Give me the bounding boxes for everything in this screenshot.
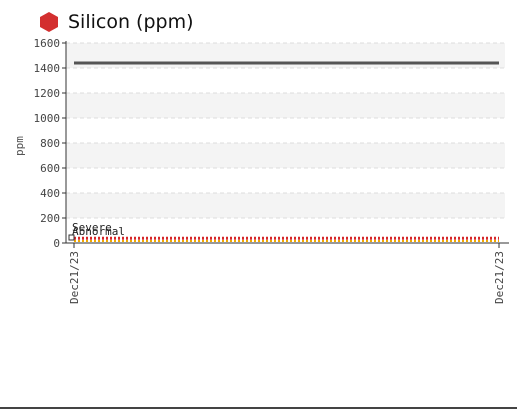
annotation-label: Abnormal	[72, 225, 125, 238]
y-tick-label: 1000	[34, 112, 61, 125]
y-tick-label: 1200	[34, 87, 61, 100]
grid-band	[66, 93, 505, 118]
x-tick-label: Dec21/23	[493, 251, 506, 304]
y-tick-label: 1600	[34, 37, 61, 50]
y-axis-label: ppm	[13, 136, 26, 156]
annotation-label: Severe	[72, 221, 112, 234]
data-marker	[68, 234, 75, 241]
y-tick-label: 800	[40, 137, 60, 150]
bottom-divider	[0, 407, 517, 409]
y-tick-label: 0	[53, 237, 60, 250]
grid-band	[66, 143, 505, 168]
chart-header: Silicon (ppm)	[38, 8, 194, 36]
y-tick-label: 400	[40, 187, 60, 200]
y-tick-label: 200	[40, 212, 60, 225]
y-tick-label: 600	[40, 162, 60, 175]
grid-band	[66, 193, 505, 218]
y-tick-label: 1400	[34, 62, 61, 75]
chart-title: Silicon (ppm)	[68, 11, 194, 33]
x-tick-label: Dec21/23	[68, 251, 81, 304]
hexagon-icon	[40, 12, 58, 32]
